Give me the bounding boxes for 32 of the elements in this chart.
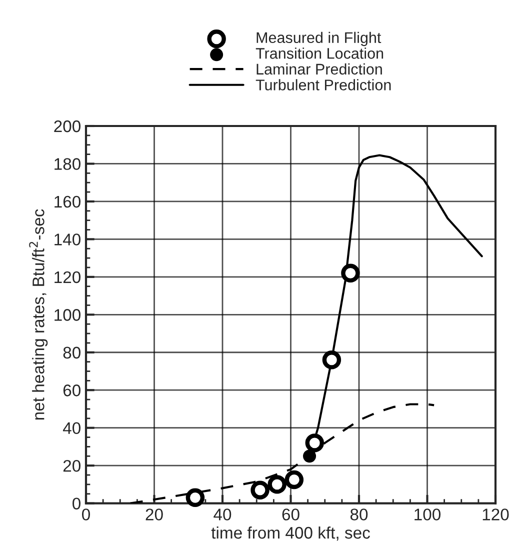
point — [268, 475, 286, 494]
y-tick-label: 0 — [72, 498, 80, 510]
y-tick-label: 140 — [54, 234, 80, 246]
point — [322, 350, 342, 370]
point — [303, 450, 316, 463]
legend-label: Measured in Flight — [256, 32, 382, 46]
y-tick-label: 160 — [54, 196, 80, 208]
legend-label: Transition Location — [256, 48, 384, 59]
y-tick-label: 100 — [54, 309, 80, 321]
y-tick-label: 20 — [63, 460, 80, 472]
x-tick-label: 60 — [282, 508, 300, 520]
x-tick-label: 40 — [214, 508, 232, 520]
x-tick-label: 80 — [350, 508, 368, 520]
legend-label: Laminar Prediction — [256, 63, 382, 75]
x-tick-label: 20 — [146, 508, 163, 520]
point — [250, 480, 270, 500]
y-tick-label: 200 — [54, 120, 80, 132]
y-tick-label: 180 — [54, 158, 80, 170]
x-tick-label: 0 — [82, 508, 90, 520]
point — [186, 488, 205, 508]
point — [341, 264, 360, 283]
x-tick-label: 100 — [414, 508, 441, 520]
x-tick-label: 120 — [482, 508, 509, 520]
y-axis-title: net heating rates, Btu/ft$^{2}$-sec — [29, 209, 48, 420]
y-tick-label: 80 — [63, 346, 80, 359]
y-tick-label: 60 — [63, 384, 80, 396]
point — [284, 470, 304, 490]
point — [305, 434, 324, 452]
y-tick-label: 120 — [54, 271, 80, 284]
legend-label: Turbulent Prediction — [256, 79, 391, 90]
x-axis-title: time from 400 kft, sec — [211, 526, 370, 541]
y-tick-label: 40 — [62, 422, 80, 434]
